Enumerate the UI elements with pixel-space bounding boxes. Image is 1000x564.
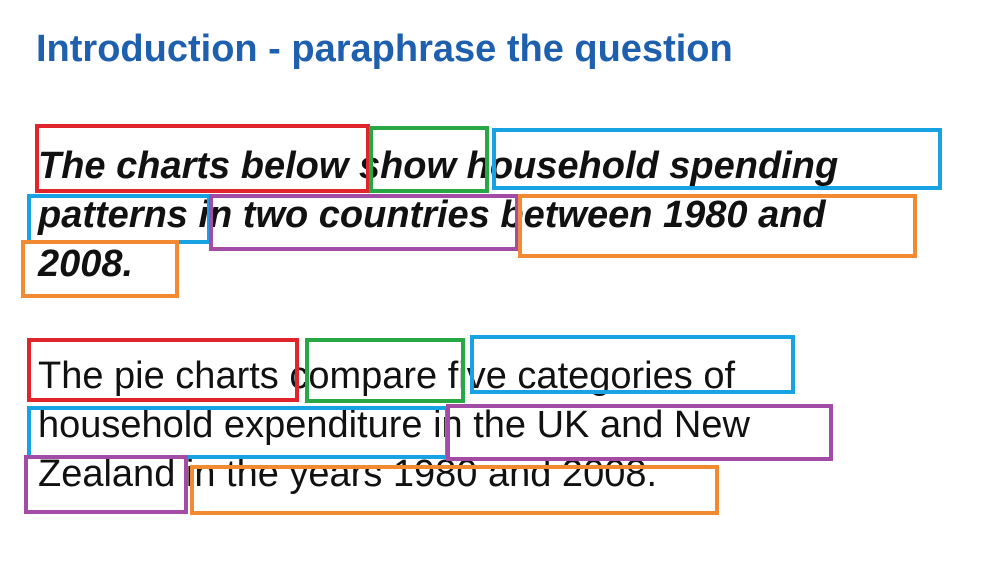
paraphrase-line-1: The pie charts compare five categories o… [38,355,736,397]
question-line-1: The charts below show household spending [38,145,839,187]
slide-title: Introduction - paraphrase the question [36,28,733,70]
question-line-2: patterns in two countries between 1980 a… [38,194,826,236]
paraphrase-text: The pie charts compare five categories o… [38,352,750,499]
question-line-3: 2008. [38,243,134,285]
question-text: The charts below show household spending… [38,142,838,289]
paraphrase-line-3: Zealand in the years 1980 and 2008. [38,453,658,495]
paraphrase-line-2: household expenditure in the UK and New [38,404,750,446]
